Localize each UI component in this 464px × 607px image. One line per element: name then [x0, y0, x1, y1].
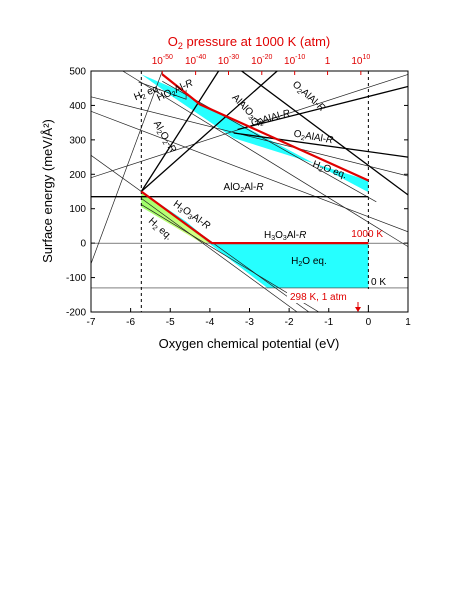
top-tick-label: 10-20: [251, 54, 272, 67]
x-tick-label: -3: [245, 317, 254, 328]
top-axis: 10-50 10-40 10-30 10-20 10-10 1 1010: [152, 54, 370, 75]
condition-label: 298 K, 1 atm: [290, 292, 347, 303]
line-O1AlAl-R: [237, 85, 408, 131]
line-thin-8: [141, 198, 298, 312]
label-0k: 0 K: [371, 277, 386, 288]
series-label-11: H3O3Al-R: [264, 230, 306, 242]
series-label-8: AlO2Al-R: [224, 182, 264, 194]
line-Al2O2-R: [140, 71, 220, 192]
series-label-4: O2AlAl-R: [289, 79, 327, 115]
x-tick-label: -4: [205, 317, 214, 328]
line-thin-6: [122, 71, 408, 247]
label-1000k: 1000 K: [351, 229, 383, 240]
region-lower-h2o: [141, 191, 369, 288]
y-axis: -200 -100 0 100 200 300 400 500: [66, 67, 408, 319]
y-tick-label: 400: [69, 101, 86, 112]
top-axis-label: O2 pressure at 1000 K (atm): [168, 34, 331, 51]
line-AlAlO3-R: [140, 71, 278, 192]
series-label-12: H2O eq.: [291, 256, 327, 268]
y-tick-label: 200: [69, 170, 86, 181]
top-tick-label: 1010: [351, 54, 370, 67]
x-tick-label: -5: [166, 317, 175, 328]
line-O2AlAl-R-2: [233, 132, 408, 158]
top-tick-label: 10-30: [218, 54, 239, 67]
top-tick-label: 1: [325, 56, 331, 67]
y-tick-label: -100: [66, 273, 86, 284]
series-label-6: O2AlAl-R: [292, 129, 334, 148]
line-thin-2: [91, 110, 408, 233]
x-axis-label: Oxygen chemical potential (eV): [159, 336, 340, 351]
condition-arrowhead: [355, 307, 361, 312]
surface-energy-lines: [91, 71, 408, 312]
top-tick-label: 10-50: [152, 54, 173, 67]
series-label-2: Al2O2-R: [150, 119, 178, 155]
y-tick-label: -200: [66, 308, 86, 319]
top-tick-label: 10-40: [185, 54, 206, 67]
x-tick-label: 0: [366, 317, 372, 328]
top-tick-label: 10-10: [284, 54, 305, 67]
line-thin-1: [91, 96, 408, 177]
x-tick-label: 1: [405, 317, 411, 328]
x-axis: -7 -6 -5 -4 -3 -2 -1 0 1: [87, 308, 411, 328]
line-HO2Al-R-red: [161, 73, 369, 182]
x-tick-label: -7: [87, 317, 96, 328]
line-O2AlAl-R: [241, 71, 408, 196]
y-tick-label: 300: [69, 135, 86, 146]
y-tick-label: 500: [69, 67, 86, 78]
x-tick-label: -1: [324, 317, 333, 328]
y-tick-label: 100: [69, 204, 86, 215]
y-axis-label: Surface energy (meV/Å²): [40, 119, 55, 263]
x-tick-label: -2: [285, 317, 294, 328]
series-label-5: O1AlAl-R: [250, 108, 292, 130]
x-tick-label: -6: [126, 317, 135, 328]
y-tick-label: 0: [80, 239, 86, 250]
surface-labels: H2 eq.HO2Al-RAl2O2-RAlAlO3-RO2AlAl-RO1Al…: [133, 78, 349, 268]
condition-box: [287, 289, 371, 303]
line-thin-5: [91, 71, 163, 264]
line-H3O3Al-R-red: [140, 190, 369, 245]
